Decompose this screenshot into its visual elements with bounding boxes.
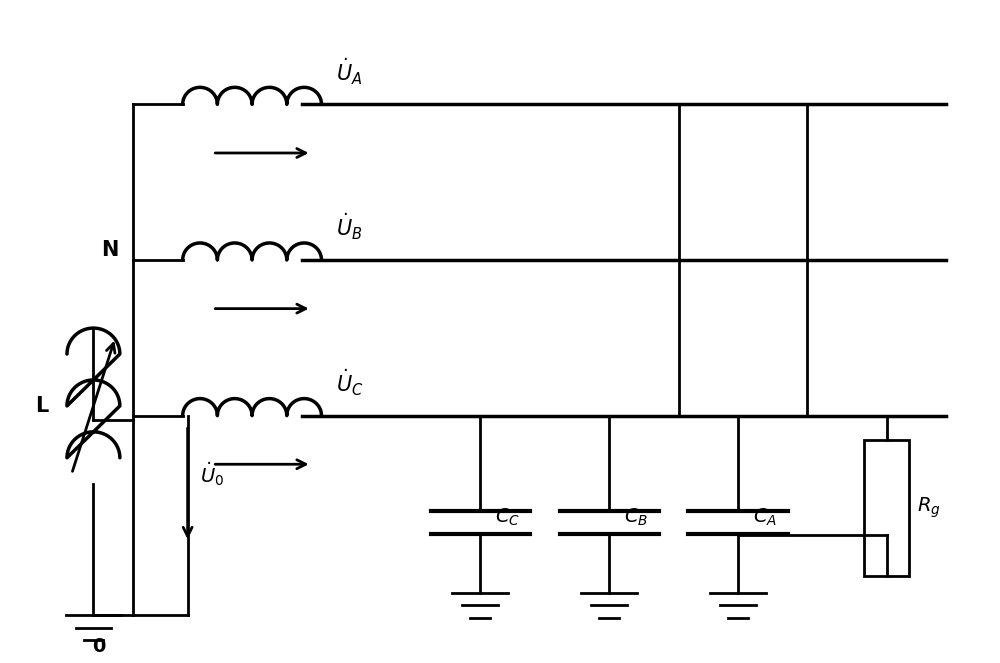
Text: $C_{C}$: $C_{C}$ bbox=[495, 507, 520, 528]
Text: $R_{g}$: $R_{g}$ bbox=[917, 496, 941, 520]
Text: $\dot{U}_{C}$: $\dot{U}_{C}$ bbox=[336, 368, 364, 398]
Text: N: N bbox=[101, 240, 118, 261]
Text: $\dot{U}_{A}$: $\dot{U}_{A}$ bbox=[336, 56, 363, 87]
Text: 0: 0 bbox=[92, 637, 105, 656]
Text: $C_{B}$: $C_{B}$ bbox=[624, 507, 648, 528]
Text: $\dot{U}_{B}$: $\dot{U}_{B}$ bbox=[336, 212, 363, 243]
Text: $C_{A}$: $C_{A}$ bbox=[753, 507, 777, 528]
Bar bbox=[864, 440, 909, 576]
Text: L: L bbox=[36, 396, 49, 416]
Text: $\dot{U}_{0}$: $\dot{U}_{0}$ bbox=[200, 460, 224, 488]
